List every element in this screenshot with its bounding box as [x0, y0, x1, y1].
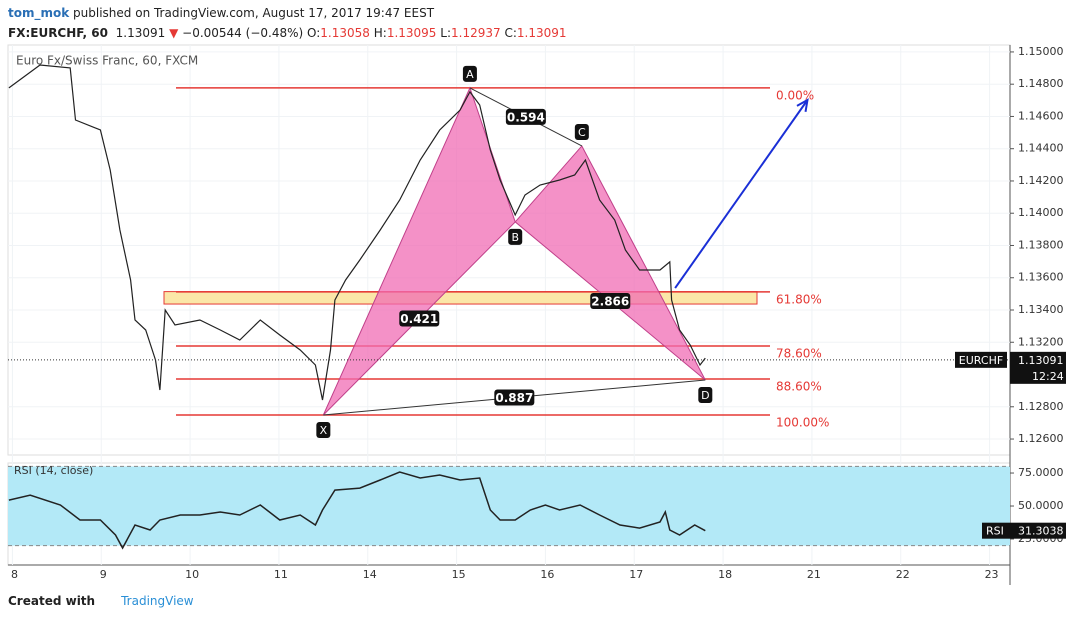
ohlc-value: 1.13095 — [386, 26, 437, 40]
arrow-head — [796, 98, 809, 113]
zone — [163, 291, 758, 305]
symbol-badge — [955, 351, 1007, 368]
x-tick-label: 21 — [807, 568, 821, 581]
rsi-tick-label: 75.0000 — [1018, 466, 1064, 479]
x-tick-label: 22 — [896, 568, 910, 581]
point-label: X — [320, 424, 328, 437]
last-price-label: 1.13091 — [1018, 354, 1064, 367]
ratio-box — [399, 310, 440, 327]
rsi-band — [8, 466, 1010, 546]
fib-label: 100.00% — [776, 416, 829, 430]
y-tick-label: 1.13400 — [1018, 303, 1064, 316]
symbol: FX:EURCHF, 60 — [8, 26, 108, 40]
point-label: C — [578, 126, 586, 139]
symbol-label: EURCHF — [959, 354, 1003, 367]
point-label: B — [511, 231, 519, 244]
rsi-name: RSI — [986, 525, 1004, 538]
published: published on TradingView.com, August 17,… — [73, 6, 435, 20]
y-tick-label: 1.12600 — [1018, 432, 1064, 445]
x-tick-label: 10 — [185, 568, 199, 581]
countdown-label: 12:24 — [1032, 370, 1064, 383]
x-tick-label: 23 — [985, 568, 999, 581]
rsi-line — [8, 471, 706, 550]
ratio-label: 0.594 — [507, 110, 545, 124]
rsi-badge — [982, 522, 1066, 539]
ratio-label: 2.866 — [591, 294, 629, 308]
point-box — [698, 387, 713, 403]
y-tick-label: 1.14600 — [1018, 109, 1064, 122]
price-line — [8, 64, 706, 401]
ratio-box — [590, 292, 631, 309]
y-tick-label: 1.13600 — [1018, 271, 1064, 284]
ohlc-value: 1.13091 — [516, 26, 567, 40]
ohlc-label: O: — [307, 26, 321, 40]
ohlc: O:1.13058 H:1.13095 L:1.12937 C:1.13091 — [307, 26, 567, 40]
rsi-title: RSI (14, close) — [14, 464, 93, 477]
chart: 1.15000 1.14800 1.14600 1.14400 1.14200 1.140… — [7, 44, 1066, 585]
point-box — [574, 123, 589, 140]
fib-label: 88.60% — [776, 380, 822, 394]
ohlc-label: C: — [504, 26, 517, 40]
chart-title: Euro Fx/Swiss Franc, 60, FXCM — [16, 54, 198, 68]
ohlc-label: H: — [373, 26, 387, 40]
fib-label: 0.00% — [776, 88, 814, 102]
user[interactable]: tom_mok — [8, 6, 70, 20]
ratio-box — [505, 108, 546, 125]
y-tick-label: 1.15000 — [1018, 45, 1064, 58]
x-tick-label: 15 — [452, 568, 466, 581]
y-tick-label: 1.13800 — [1018, 238, 1064, 251]
x-tick-label: 9 — [100, 568, 107, 581]
brand[interactable]: TradingView — [121, 594, 194, 608]
ohlc-label: L: — [440, 26, 451, 40]
y-tick-label: 1.14400 — [1018, 142, 1064, 155]
ohlc-value: 1.13058 — [320, 26, 370, 40]
x-tick-label: 17 — [629, 568, 643, 581]
point-label: D — [701, 389, 709, 402]
rsi-tick-label: 50.0000 — [1018, 499, 1064, 512]
y-tick-label: 1.14200 — [1018, 174, 1064, 187]
ratio-label: 0.421 — [400, 312, 438, 326]
ohlc-value: 1.12937 — [451, 26, 501, 40]
down-icon: ▼ — [169, 26, 179, 40]
fib-label: 61.80% — [776, 292, 822, 306]
point-label: A — [466, 68, 474, 81]
fib-label: 78.60% — [776, 346, 822, 360]
point-box — [316, 422, 331, 438]
header: tom_mok published on TradingView.com, Au… — [8, 3, 567, 43]
ratio-label: 0.887 — [495, 391, 533, 405]
price-badge — [1010, 351, 1066, 384]
x-tick-label: 8 — [11, 568, 18, 581]
x-tick-label: 14 — [363, 568, 377, 581]
ratio-box — [494, 389, 535, 406]
rsi-last-label: 31.3038 — [1018, 525, 1064, 538]
point-box — [462, 65, 477, 82]
x-tick-label: 18 — [718, 568, 732, 581]
change: −0.00544 (−0.48%) — [182, 26, 304, 40]
x-tick-label: 11 — [274, 568, 288, 581]
point-box — [508, 228, 523, 245]
y-tick-label: 1.12800 — [1018, 400, 1064, 413]
y-tick-label: 1.14800 — [1018, 77, 1064, 90]
footer: Created with TradingView — [8, 594, 194, 608]
projection-arrow — [674, 99, 809, 289]
last: 1.13091 — [115, 26, 166, 40]
x-tick-label: 16 — [540, 568, 554, 581]
y-tick-label: 1.13200 — [1018, 335, 1064, 348]
y-tick-label: 1.14000 — [1018, 206, 1064, 219]
created: Created with — [8, 594, 96, 608]
